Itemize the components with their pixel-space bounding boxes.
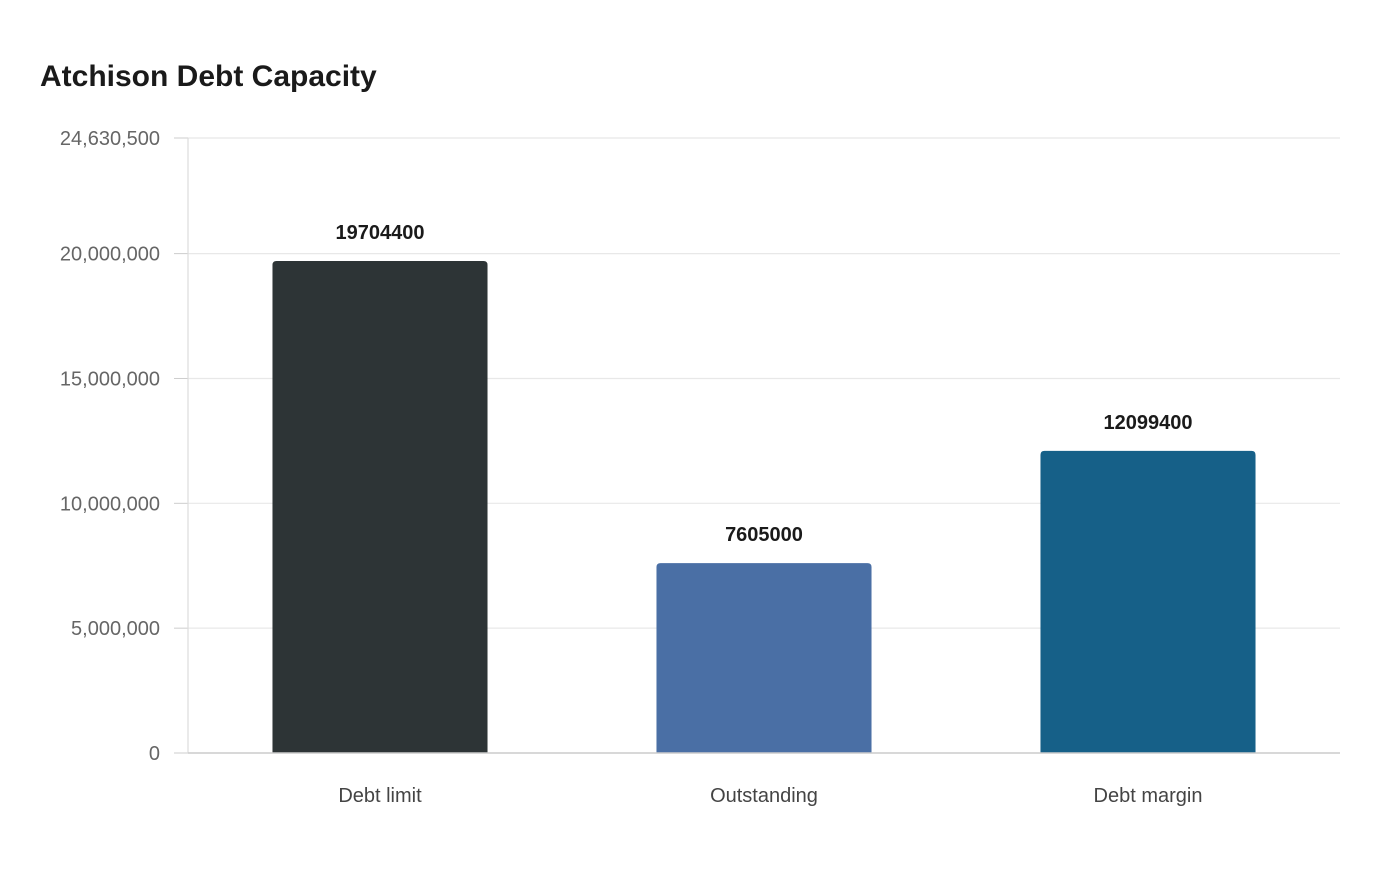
y-tick-label: 20,000,000	[60, 244, 160, 266]
x-axis-categories: Debt limit Outstanding Debt margin	[338, 785, 1202, 807]
y-tick-label: 0	[149, 743, 160, 765]
chart-title: Atchison Debt Capacity	[40, 60, 377, 93]
data-labels: 19704400 7605000 12099400	[336, 222, 1193, 546]
y-tick-label: 15,000,000	[60, 368, 160, 390]
y-axis-ticks: 0 5,000,000 10,000,000 15,000,000 20,000,000…	[60, 128, 188, 765]
y-tick-label: 24,630,500	[60, 128, 160, 150]
data-label: 19704400	[336, 222, 425, 244]
bars	[272, 261, 1256, 753]
data-label: 7605000	[725, 524, 803, 546]
y-tick-label: 10,000,000	[60, 493, 160, 515]
bar	[656, 563, 872, 753]
bar	[1040, 450, 1256, 753]
bar	[272, 261, 488, 753]
x-category-label: Debt margin	[1094, 785, 1203, 807]
y-tick-label: 5,000,000	[71, 618, 160, 640]
x-category-label: Outstanding	[710, 785, 818, 807]
data-label: 12099400	[1104, 412, 1193, 434]
x-category-label: Debt limit	[338, 785, 422, 807]
